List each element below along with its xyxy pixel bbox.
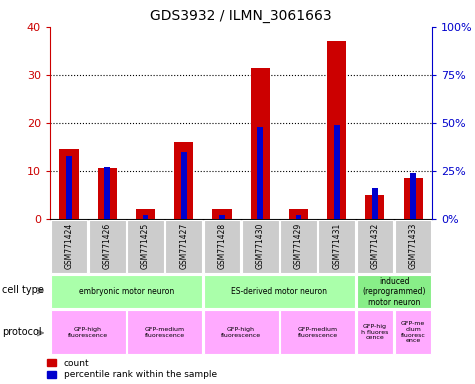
Bar bbox=[295, 215, 301, 219]
FancyBboxPatch shape bbox=[357, 275, 431, 308]
FancyBboxPatch shape bbox=[280, 220, 317, 273]
Bar bbox=[289, 209, 308, 219]
Text: GSM771428: GSM771428 bbox=[218, 223, 227, 269]
FancyBboxPatch shape bbox=[51, 220, 87, 273]
FancyBboxPatch shape bbox=[395, 220, 431, 273]
Bar bbox=[59, 149, 78, 219]
Bar bbox=[174, 142, 193, 219]
Text: GFP-me
dium
fluoresc
ence: GFP-me dium fluoresc ence bbox=[401, 321, 426, 343]
Text: GFP-hig
h fluores
cence: GFP-hig h fluores cence bbox=[361, 324, 389, 341]
Text: GFP-medium
fluorescence: GFP-medium fluorescence bbox=[144, 327, 185, 338]
Text: GSM771425: GSM771425 bbox=[141, 222, 150, 269]
Bar bbox=[219, 215, 225, 219]
FancyBboxPatch shape bbox=[204, 275, 355, 308]
Text: GSM771429: GSM771429 bbox=[294, 222, 303, 269]
Bar bbox=[404, 178, 423, 219]
Text: protocol: protocol bbox=[2, 327, 42, 337]
FancyBboxPatch shape bbox=[51, 275, 202, 308]
Bar bbox=[98, 169, 117, 219]
Bar bbox=[104, 167, 110, 219]
Bar bbox=[257, 127, 263, 219]
Text: induced
(reprogrammed)
motor neuron: induced (reprogrammed) motor neuron bbox=[362, 277, 426, 307]
Bar bbox=[66, 156, 72, 219]
Text: cell type: cell type bbox=[2, 285, 44, 295]
Text: GFP-medium
fluorescence: GFP-medium fluorescence bbox=[297, 327, 338, 338]
FancyBboxPatch shape bbox=[127, 220, 164, 273]
Text: GSM771426: GSM771426 bbox=[103, 222, 112, 269]
Text: GFP-high
fluorescence: GFP-high fluorescence bbox=[68, 327, 108, 338]
Text: GSM771430: GSM771430 bbox=[256, 222, 265, 269]
Text: GSM771433: GSM771433 bbox=[408, 222, 418, 269]
Text: GSM771432: GSM771432 bbox=[370, 222, 380, 269]
Bar bbox=[136, 209, 155, 219]
Bar bbox=[365, 195, 384, 219]
FancyBboxPatch shape bbox=[204, 220, 240, 273]
FancyBboxPatch shape bbox=[165, 220, 202, 273]
Text: GFP-high
fluorescence: GFP-high fluorescence bbox=[221, 327, 261, 338]
Bar bbox=[327, 41, 346, 219]
Bar bbox=[212, 209, 231, 219]
FancyBboxPatch shape bbox=[89, 220, 125, 273]
FancyBboxPatch shape bbox=[318, 220, 355, 273]
FancyBboxPatch shape bbox=[204, 310, 278, 354]
Text: GSM771424: GSM771424 bbox=[65, 222, 74, 269]
Bar bbox=[142, 215, 148, 219]
Bar bbox=[334, 125, 340, 219]
Bar bbox=[410, 173, 416, 219]
FancyBboxPatch shape bbox=[280, 310, 355, 354]
Bar bbox=[372, 188, 378, 219]
Title: GDS3932 / ILMN_3061663: GDS3932 / ILMN_3061663 bbox=[150, 9, 332, 23]
FancyBboxPatch shape bbox=[127, 310, 202, 354]
FancyBboxPatch shape bbox=[242, 220, 278, 273]
FancyBboxPatch shape bbox=[395, 310, 431, 354]
Bar bbox=[181, 152, 187, 219]
Legend: count, percentile rank within the sample: count, percentile rank within the sample bbox=[48, 359, 217, 379]
Text: GSM771431: GSM771431 bbox=[332, 222, 341, 269]
FancyBboxPatch shape bbox=[51, 310, 125, 354]
FancyBboxPatch shape bbox=[357, 220, 393, 273]
Text: embryonic motor neuron: embryonic motor neuron bbox=[79, 287, 174, 296]
Text: GSM771427: GSM771427 bbox=[179, 222, 188, 269]
Bar bbox=[251, 68, 270, 219]
Text: ES-derived motor neuron: ES-derived motor neuron bbox=[231, 287, 327, 296]
FancyBboxPatch shape bbox=[357, 310, 393, 354]
